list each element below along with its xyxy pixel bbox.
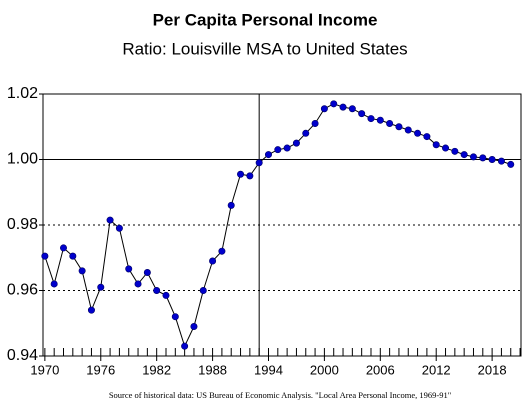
data-point xyxy=(311,119,319,127)
data-point xyxy=(348,105,356,113)
data-point xyxy=(497,157,505,165)
x-tick-label: 2018 xyxy=(478,362,507,377)
data-point xyxy=(162,291,170,299)
data-point xyxy=(432,141,440,149)
data-point xyxy=(404,126,412,134)
x-tick-label: 1976 xyxy=(86,362,115,377)
data-point xyxy=(274,146,282,154)
x-tick-label: 2006 xyxy=(366,362,395,377)
data-point xyxy=(339,103,347,111)
data-point xyxy=(386,119,394,127)
data-point xyxy=(320,105,328,113)
x-tick-label: 1994 xyxy=(254,362,283,377)
x-tick-label: 1982 xyxy=(142,362,171,377)
data-point xyxy=(125,265,133,273)
y-tick-label: 1.00 xyxy=(7,151,38,168)
data-point xyxy=(442,144,450,152)
data-point xyxy=(41,252,49,260)
data-point xyxy=(78,267,86,275)
data-point xyxy=(302,129,310,137)
y-tick-label: 0.98 xyxy=(7,216,38,233)
data-point xyxy=(330,100,338,108)
data-point xyxy=(227,201,235,209)
data-point xyxy=(134,280,142,288)
data-point xyxy=(376,116,384,124)
data-point xyxy=(218,247,226,255)
data-point xyxy=(87,306,95,314)
data-point xyxy=(479,154,487,162)
data-point xyxy=(367,115,375,123)
x-tick-label: 1970 xyxy=(30,362,59,377)
data-point xyxy=(115,224,123,232)
data-point xyxy=(50,280,58,288)
data-point xyxy=(237,170,245,178)
data-point xyxy=(59,244,67,252)
x-tick-label: 2012 xyxy=(422,362,451,377)
data-point xyxy=(143,268,151,276)
data-point xyxy=(246,172,254,180)
data-point xyxy=(488,156,496,164)
data-point xyxy=(469,153,477,161)
data-point xyxy=(451,147,459,155)
data-point xyxy=(395,123,403,131)
source-note: Source of historical data: US Bureau of … xyxy=(109,390,451,400)
data-point xyxy=(181,342,189,350)
data-point xyxy=(255,159,263,167)
data-point xyxy=(358,110,366,118)
data-point xyxy=(460,151,468,159)
data-point xyxy=(106,216,114,224)
y-tick-label: 1.02 xyxy=(7,85,38,102)
chart-subtitle: Ratio: Louisville MSA to United States xyxy=(122,39,407,58)
y-tick-label: 0.96 xyxy=(7,282,38,299)
y-tick-label: 0.94 xyxy=(7,347,38,364)
data-point xyxy=(507,160,515,168)
data-point xyxy=(199,286,207,294)
chart-title: Per Capita Personal Income xyxy=(153,10,378,29)
data-point xyxy=(283,144,291,152)
data-point xyxy=(414,129,422,137)
data-point xyxy=(171,313,179,321)
data-point xyxy=(292,139,300,147)
data-point xyxy=(209,257,217,265)
x-tick-label: 1988 xyxy=(198,362,227,377)
data-point xyxy=(190,323,198,331)
data-point xyxy=(69,252,77,260)
data-point xyxy=(97,283,105,291)
x-tick-label: 2000 xyxy=(310,362,339,377)
data-point xyxy=(423,133,431,141)
data-point xyxy=(264,151,272,159)
data-point xyxy=(153,286,161,294)
